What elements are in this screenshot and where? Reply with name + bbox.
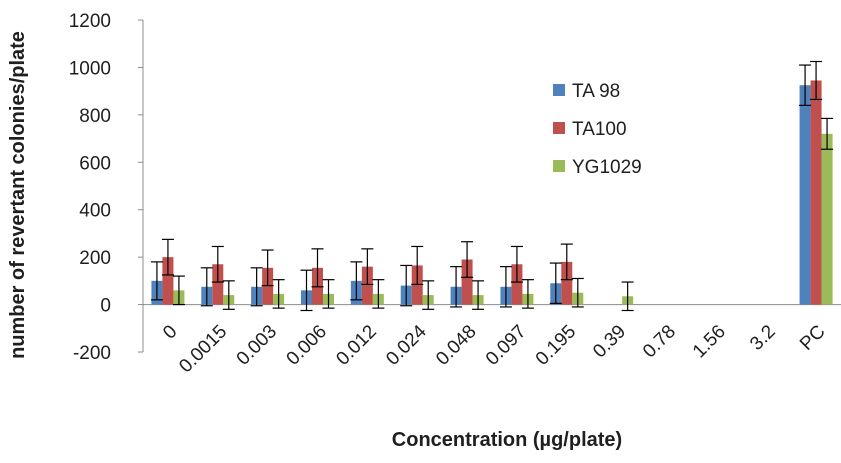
legend-swatch <box>553 160 565 172</box>
x-tick-label: 1.56 <box>689 321 730 362</box>
legend: TA 98 TA100 YG1029 <box>553 81 642 178</box>
y-tick-label: 0 <box>100 296 111 317</box>
y-tick-label: 1200 <box>69 11 111 32</box>
bar <box>162 257 174 305</box>
bar <box>361 266 373 305</box>
legend-label: TA 98 <box>572 81 620 102</box>
x-tick-label: 0.0015 <box>175 321 231 377</box>
bar <box>461 259 473 305</box>
x-tick-label: 0 <box>159 321 181 343</box>
bar <box>511 264 523 305</box>
x-tick-label: PC <box>796 321 830 355</box>
bar <box>810 80 822 305</box>
bar <box>561 261 573 305</box>
y-axis-title: number of revertant colonies/plate <box>7 31 29 359</box>
axes <box>142 20 841 352</box>
x-tick-labels: 00.0015 0.003 0.006 0.012 0.024 0.048 0.097 0.1… <box>159 321 829 377</box>
bar <box>212 264 224 305</box>
x-tick-label: 3.2 <box>746 321 780 355</box>
x-tick-label: 0.097 <box>482 321 530 369</box>
x-tick-label: 0.003 <box>233 321 281 369</box>
x-axis-title: Concentration (µg/plate) <box>392 429 622 451</box>
legend-label: TA100 <box>572 119 627 140</box>
bar <box>821 133 833 305</box>
error-bars <box>150 60 834 312</box>
x-tick-label: 0.024 <box>382 321 431 370</box>
y-tick-label: 400 <box>79 201 111 222</box>
x-tick-label: 0.006 <box>283 321 331 369</box>
legend-swatch <box>553 84 565 96</box>
y-tick-label: 1000 <box>69 58 111 79</box>
x-tick-label: 0.78 <box>639 321 680 362</box>
legend-label: YG1029 <box>572 157 642 178</box>
bar-series <box>151 80 833 305</box>
x-tick-label: 0.048 <box>432 321 480 369</box>
y-tick-label: 600 <box>79 153 111 174</box>
legend-swatch <box>553 122 565 134</box>
x-tick-label: 0.012 <box>332 321 380 369</box>
y-tick-labels: -200 0 200 400 600 800 1000 1200 <box>69 11 143 364</box>
bar <box>799 85 811 305</box>
y-tick-label: 200 <box>79 248 111 269</box>
y-tick-label: -200 <box>73 343 111 364</box>
x-tick-label: 0.195 <box>532 321 580 369</box>
x-tick-label: 0.39 <box>589 321 630 362</box>
y-tick-label: 800 <box>79 106 111 127</box>
